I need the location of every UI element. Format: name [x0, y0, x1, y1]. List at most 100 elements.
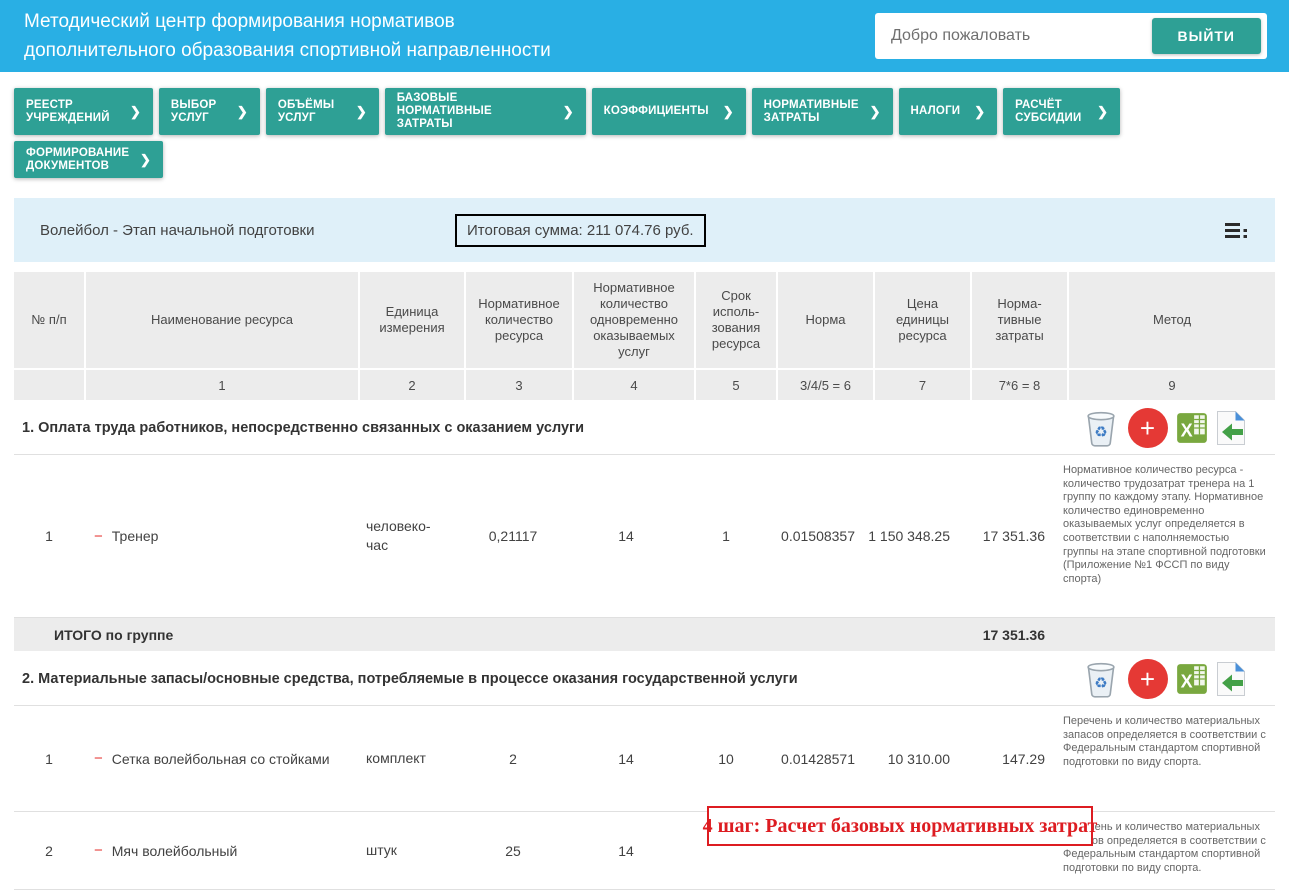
cell-unit: штук [366, 842, 397, 858]
cell-norm: 0.01428571 [781, 750, 855, 767]
nav-item-label: ВЫБОР УСЛУГ [170, 98, 217, 124]
cell-qty: 25 [505, 842, 521, 859]
import-document-icon[interactable] [1216, 661, 1246, 697]
cell-unit: комплект [366, 750, 426, 766]
delete-group-icon[interactable]: ♻ [1081, 408, 1121, 448]
table-header-row: № п/п Наименование ресурса Единица измер… [14, 272, 1275, 368]
section-title: 1. Оплата труда работников, непосредстве… [22, 419, 584, 436]
chevron-right-icon: ❯ [236, 103, 248, 119]
collapse-row-icon[interactable]: − [94, 842, 103, 859]
col-header-name: Наименование ресурса [86, 272, 358, 368]
svg-text:♻: ♻ [1094, 422, 1107, 440]
nav-item-label: ФОРМИРОВАНИЕ ДОКУМЕНТОВ [26, 146, 130, 172]
nav-item-raschet-subsidii[interactable]: РАСЧЁТ СУБСИДИИ ❯ [1003, 88, 1121, 135]
nav-item-bazovye-normativnye-zatraty[interactable]: БАЗОВЫЕ НОРМАТИВНЫЕ ЗАТРАТЫ ❯ [384, 88, 586, 135]
chevron-right-icon: ❯ [140, 151, 151, 167]
resource-table: № п/п Наименование ресурса Единица измер… [14, 272, 1275, 896]
chevron-right-icon: ❯ [1097, 103, 1109, 119]
cell-row-number: 1 [45, 528, 53, 544]
col-header-cost: Норма-тивные затраты [972, 272, 1067, 368]
collapse-row-icon[interactable]: − [94, 750, 103, 767]
nav-item-label: НОРМАТИВНЫЕ ЗАТРАТЫ [763, 98, 859, 124]
cell-simult: 14 [618, 528, 634, 544]
table-row-setka: 1 − Сетка волейбольная со стойками компл… [14, 705, 1275, 811]
chevron-right-icon: ❯ [974, 103, 986, 119]
table-row-trener: 1 − Тренер человеко-час 0,21117 14 1 0.0… [14, 454, 1275, 617]
col-number: 5 [696, 370, 776, 400]
table-row-partial: Перечень и количество [14, 889, 1275, 896]
nav-item-obyomy-uslug[interactable]: ОБЪЁМЫ УСЛУГ ❯ [265, 88, 379, 135]
cell-cost: 17 351.36 [982, 528, 1045, 544]
cell-price: 1 150 348.25 [868, 528, 950, 544]
import-document-icon[interactable] [1216, 410, 1246, 446]
nav-item-label: РЕЕСТР УЧРЕЖДЕНИЙ [26, 98, 110, 124]
cell-unit: человеко-час [366, 518, 431, 553]
col-number: 1 [86, 370, 358, 400]
nav-item-label: ОБЪЁМЫ УСЛУГ [277, 98, 335, 124]
svg-text:X: X [1180, 420, 1192, 440]
cell-resource-name: Сетка волейбольная со стойками [111, 750, 330, 767]
nav-item-label: БАЗОВЫЕ НОРМАТИВНЫЕ ЗАТРАТЫ [396, 92, 492, 130]
cell-method: Перечень и количество [1051, 890, 1275, 896]
section-title: 2. Материальные запасы/основные средства… [22, 670, 798, 687]
nav-item-koefficienty[interactable]: КОЭФФИЦИЕНТЫ ❯ [591, 88, 746, 135]
cell-resource-name: Тренер [111, 528, 159, 544]
cell-simult: 14 [618, 750, 634, 767]
nav-item-reestr-uchrezhdeniy[interactable]: РЕЕСТР УЧРЕЖДЕНИЙ ❯ [14, 88, 153, 135]
delete-group-icon[interactable]: ♻ [1081, 659, 1121, 699]
nav-item-formirovanie-dokumentov[interactable]: ФОРМИРОВАНИЕ ДОКУМЕНТОВ ❯ [14, 141, 163, 178]
col-number: 3/4/5 = 6 [778, 370, 873, 400]
welcome-text: Добро пожаловать [891, 27, 1031, 44]
table-column-numbers-row: 1 2 3 4 5 3/4/5 = 6 7 7*6 = 8 9 [14, 370, 1275, 400]
chevron-right-icon: ❯ [869, 103, 881, 119]
nav-row-1: РЕЕСТР УЧРЕЖДЕНИЙ ❯ ВЫБОР УСЛУГ ❯ ОБЪЁМЫ… [14, 88, 1275, 135]
col-header-term: Срок исполь-зования ресурса [696, 272, 776, 368]
list-icon[interactable] [1225, 222, 1249, 239]
app-title-line2: дополнительного образования спортивной н… [24, 40, 551, 61]
cell-term: 1 [722, 528, 730, 544]
welcome-box: Добро пожаловать ВЫЙТИ [875, 13, 1267, 59]
nav-item-nalogi[interactable]: НАЛОГИ ❯ [898, 88, 998, 135]
col-number: 9 [1069, 370, 1275, 400]
nav-item-vybor-uslug[interactable]: ВЫБОР УСЛУГ ❯ [158, 88, 260, 135]
cell-simult: 14 [618, 842, 634, 859]
chevron-right-icon: ❯ [562, 103, 574, 119]
cell-norm: 0.01508357 [781, 528, 855, 544]
collapse-row-icon[interactable]: − [94, 527, 103, 545]
cell-qty: 0,21117 [488, 528, 538, 544]
app-title: Методический центр формирования норматив… [24, 7, 551, 65]
chevron-right-icon: ❯ [355, 103, 367, 119]
cell-price: 10 310.00 [887, 750, 950, 767]
cell-row-number: 1 [45, 750, 53, 767]
section-row-2: 2. Материальные запасы/основные средства… [14, 651, 1275, 705]
cell-resource-name: Мяч волейбольный [111, 842, 238, 859]
svg-text:X: X [1180, 671, 1192, 691]
col-header-num: № п/п [14, 272, 84, 368]
nav-item-normativnye-zatraty[interactable]: НОРМАТИВНЫЕ ЗАТРАТЫ ❯ [751, 88, 893, 135]
group-total-label: ИТОГО по группе [54, 626, 174, 643]
cell-term: 10 [718, 750, 734, 767]
section-actions: ♻ + X [1051, 655, 1275, 703]
total-sum-box: Итоговая сумма: 211 074.76 руб. [455, 213, 706, 247]
col-header-unit: Единица измерения [360, 272, 464, 368]
section-actions: ♻ + X [1051, 404, 1275, 452]
section-row-1: 1. Оплата труда работников, непосредстве… [14, 400, 1275, 454]
col-number: 7 [875, 370, 970, 400]
col-header-price: Цена единицы ресурса [875, 272, 970, 368]
app-header: Методический центр формирования норматив… [0, 0, 1289, 72]
nav-row-2: ФОРМИРОВАНИЕ ДОКУМЕНТОВ ❯ [14, 141, 1275, 178]
col-number: 4 [574, 370, 694, 400]
cell-method: Перечень и количество материальных запас… [1063, 821, 1266, 874]
nav-item-label: РАСЧЁТ СУБСИДИИ [1015, 98, 1082, 124]
logout-button[interactable]: ВЫЙТИ [1151, 18, 1261, 54]
add-resource-icon[interactable]: + [1127, 407, 1168, 448]
add-resource-icon[interactable]: + [1127, 658, 1168, 699]
chevron-right-icon: ❯ [130, 103, 141, 119]
col-header-qty: Нормативное количество ресурса [466, 272, 572, 368]
col-number: 2 [360, 370, 464, 400]
excel-export-icon[interactable]: X [1175, 411, 1209, 445]
excel-export-icon[interactable]: X [1175, 662, 1209, 696]
nav-item-label: НАЛОГИ [910, 105, 961, 117]
cell-row-number: 2 [45, 842, 53, 859]
